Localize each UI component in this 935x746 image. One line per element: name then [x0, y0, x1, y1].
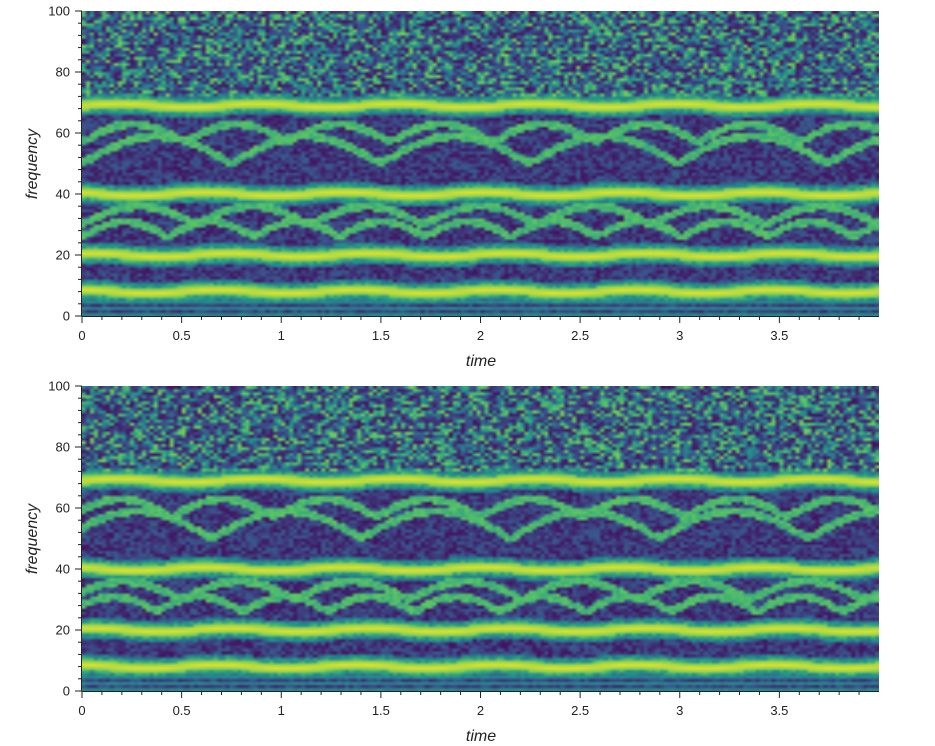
- x-tick-label: 2.5: [571, 328, 589, 343]
- x-tick-label: 0: [78, 703, 85, 718]
- y-tick-label: 40: [56, 562, 70, 577]
- panel-2-y-axis-title: frequency: [24, 503, 41, 574]
- x-tick-label: 0.5: [173, 328, 191, 343]
- y-tick-label: 100: [48, 4, 70, 19]
- y-tick-label: 60: [56, 126, 70, 141]
- y-tick-label: 40: [56, 187, 70, 202]
- y-tick-label: 80: [56, 65, 70, 80]
- y-tick-label: 20: [56, 248, 70, 263]
- y-tick-label: 0: [63, 309, 70, 324]
- y-tick-label: 20: [56, 623, 70, 638]
- y-tick-label: 0: [63, 684, 70, 699]
- x-tick-label: 3.5: [770, 703, 788, 718]
- x-tick-label: 3: [676, 703, 683, 718]
- x-tick-label: 3: [676, 328, 683, 343]
- x-tick-label: 1.5: [372, 703, 390, 718]
- x-tick-label: 1: [278, 703, 285, 718]
- spectrogram-panel-2: 0 20 40 60 80 100 0 0.5 1 1.5 2 2.5 3 3.5 time frequ…: [24, 379, 879, 745]
- x-tick-label: 0.5: [173, 703, 191, 718]
- panel-1-y-axis: 0 20 40 60 80 100: [48, 4, 82, 324]
- x-tick-label: 0: [78, 328, 85, 343]
- x-tick-label: 2: [477, 328, 484, 343]
- panel-2-y-axis: 0 20 40 60 80 100: [48, 379, 82, 699]
- y-tick-label: 100: [48, 379, 70, 394]
- x-tick-label: 3.5: [770, 328, 788, 343]
- panel-1-x-axis: 0 0.5 1 1.5 2 2.5 3 3.5: [78, 316, 879, 343]
- panel-2-x-axis-title: time: [466, 728, 496, 745]
- x-tick-label: 1: [278, 328, 285, 343]
- y-tick-label: 60: [56, 501, 70, 516]
- x-tick-label: 2.5: [571, 703, 589, 718]
- panel-2-heatmap-image: [82, 386, 879, 691]
- panel-1-heatmap-image: [82, 11, 879, 316]
- x-tick-label: 1.5: [372, 328, 390, 343]
- x-tick-label: 2: [477, 703, 484, 718]
- panel-1-y-axis-title: frequency: [24, 128, 41, 199]
- y-tick-label: 80: [56, 440, 70, 455]
- spectrogram-panel-1: 0 20 40 60 80 100 0 0.5 1 1.5 2 2.5 3 3.5 time frequ…: [24, 4, 879, 370]
- panel-1-x-axis-title: time: [466, 353, 496, 370]
- panel-2-x-axis: 0 0.5 1 1.5 2 2.5 3 3.5: [78, 691, 879, 718]
